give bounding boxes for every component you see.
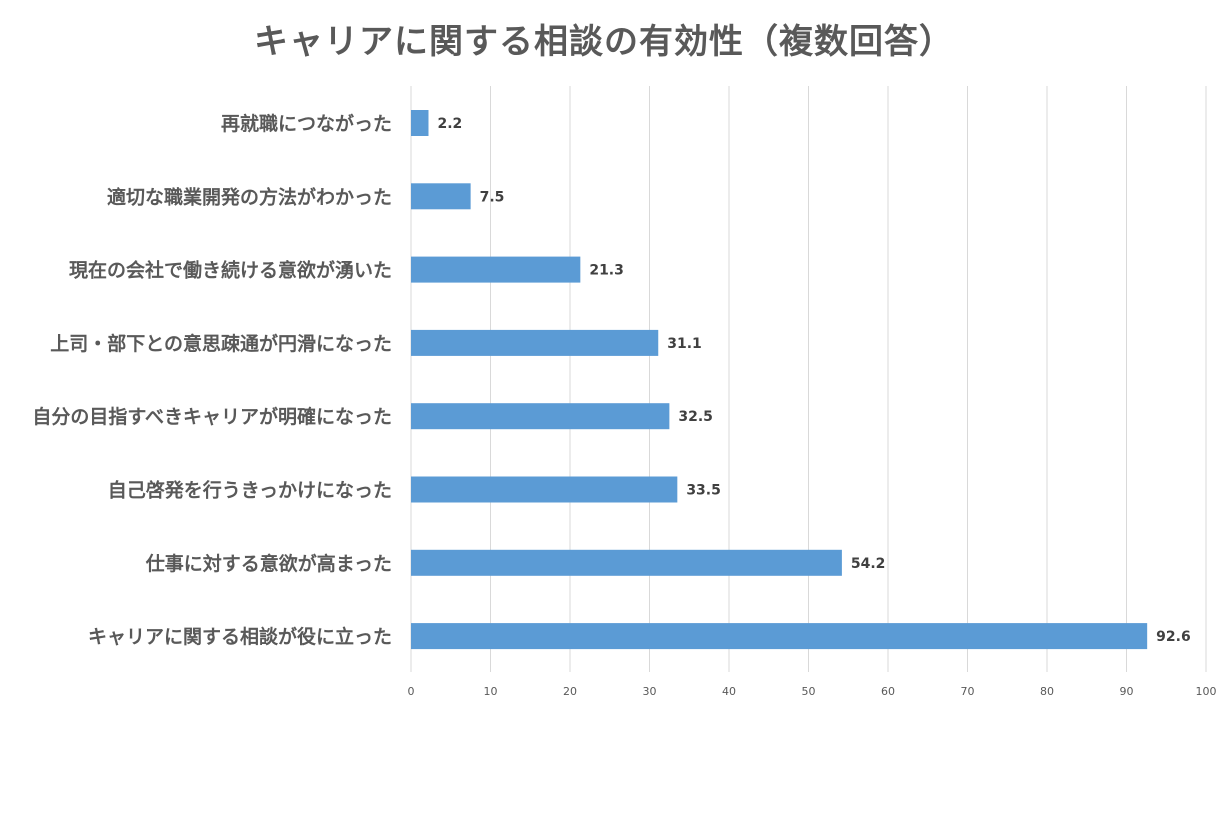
value-label: 32.5 xyxy=(678,409,713,425)
category-label: 自分の目指すべきキャリアが明確になった xyxy=(32,405,392,428)
gridlines xyxy=(410,86,1207,672)
bar xyxy=(411,110,429,136)
bars xyxy=(411,110,1148,650)
chart-title: キャリアに関する相談の有効性（複数回答） xyxy=(254,22,954,62)
x-tick-label: 70 xyxy=(961,685,975,698)
x-tick-label: 40 xyxy=(722,685,736,698)
category-label: 自己啓発を行うきっかけになった xyxy=(108,479,392,502)
x-tick-label: 60 xyxy=(881,685,895,698)
x-tick-label: 80 xyxy=(1040,685,1054,698)
bar xyxy=(411,403,670,430)
x-tick-label: 50 xyxy=(802,685,816,698)
bar xyxy=(411,476,678,503)
value-label: 92.6 xyxy=(1156,629,1191,645)
value-label: 2.2 xyxy=(437,116,462,132)
category-label: 上司・部下との意思疎通が円滑になった xyxy=(50,332,392,355)
x-tick-label: 0 xyxy=(408,685,415,698)
category-label: 現在の会社で働き続ける意欲が湧いた xyxy=(69,259,392,282)
value-label: 21.3 xyxy=(589,263,624,279)
bar xyxy=(411,329,659,356)
value-label: 31.1 xyxy=(667,336,702,352)
value-label: 54.2 xyxy=(851,556,886,572)
category-label: 適切な職業開発の方法がわかった xyxy=(107,185,392,208)
bar xyxy=(411,549,842,576)
category-label: 仕事に対する意欲が高まった xyxy=(145,552,392,575)
bar xyxy=(411,623,1148,650)
category-label: キャリアに関する相談が役に立った xyxy=(88,625,392,648)
x-tick-label: 30 xyxy=(643,685,657,698)
x-tick-label: 20 xyxy=(563,685,577,698)
bar xyxy=(411,183,471,210)
value-label: 33.5 xyxy=(686,483,721,499)
x-tick-label: 10 xyxy=(484,685,498,698)
bar xyxy=(411,256,581,283)
labels: 0 10 20 30 40 50 60 70 80 90 100 再就職につながった 2.2 適切な職業開… xyxy=(32,112,1216,698)
category-label: 再就職につながった xyxy=(221,112,392,135)
x-tick-label: 90 xyxy=(1120,685,1134,698)
value-label: 7.5 xyxy=(480,189,505,205)
x-tick-label: 100 xyxy=(1196,685,1217,698)
